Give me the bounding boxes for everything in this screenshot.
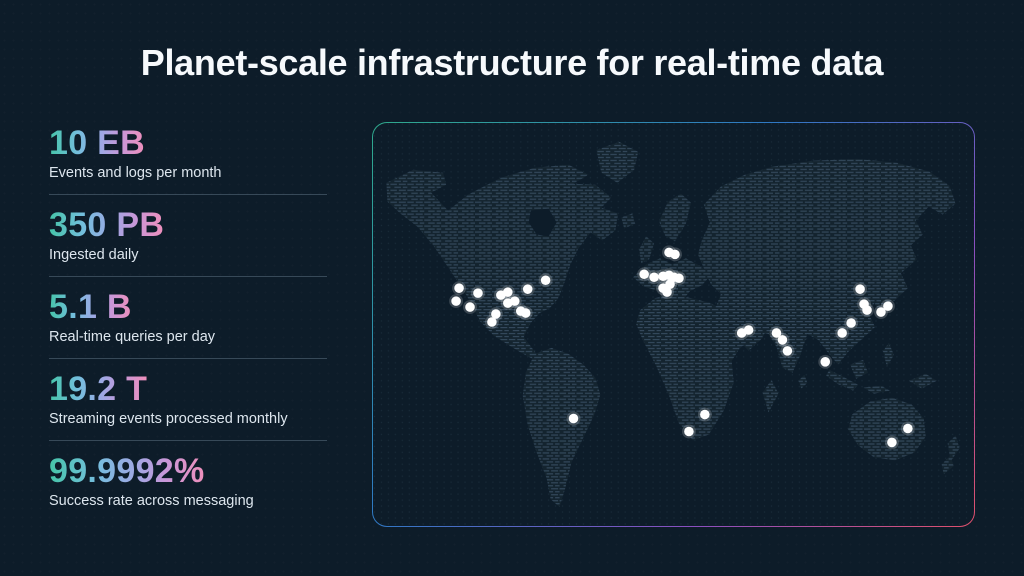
continent-south-america xyxy=(522,347,601,508)
continent-scandinavia xyxy=(659,193,691,242)
stats-panel: 10 EB Events and logs per month 350 PB I… xyxy=(49,124,327,511)
location-dot xyxy=(820,357,831,367)
island-iceland xyxy=(621,213,636,229)
divider xyxy=(49,440,327,441)
stat-item: 19.2 T Streaming events processed monthl… xyxy=(49,370,327,441)
stat-label: Ingested daily xyxy=(49,247,139,263)
location-dot xyxy=(540,275,551,285)
island-madagascar xyxy=(762,379,779,413)
location-dot xyxy=(846,318,856,328)
divider xyxy=(49,276,327,277)
continent-asia xyxy=(697,158,956,373)
stat-value: 19.2 T xyxy=(49,370,148,408)
island-sumatra xyxy=(826,369,859,391)
island-philippines xyxy=(882,342,894,367)
island-new-guinea xyxy=(908,373,937,389)
location-dot xyxy=(451,296,461,306)
stat-item: 5.1 B Real-time queries per day xyxy=(49,288,327,359)
island-borneo xyxy=(850,359,869,379)
location-dot xyxy=(674,273,684,284)
stat-label: Real-time queries per day xyxy=(49,329,216,345)
location-dot xyxy=(684,426,694,437)
location-dot xyxy=(700,409,710,420)
continent-north-america xyxy=(386,164,619,365)
divider xyxy=(49,194,327,195)
map-panel-inner xyxy=(373,123,974,526)
world-map xyxy=(373,123,974,526)
divider xyxy=(49,358,327,359)
stat-value: 10 EB xyxy=(49,124,145,162)
slide-title: Planet-scale infrastructure for real-tim… xyxy=(140,42,884,83)
location-dot xyxy=(887,437,897,448)
location-dot xyxy=(473,288,483,298)
island-uk xyxy=(639,236,655,264)
island-new-zealand-north xyxy=(947,435,960,462)
stat-item: 99.9992% Success rate across messaging xyxy=(49,452,327,511)
location-dots xyxy=(449,245,915,450)
continent-africa xyxy=(636,294,749,441)
location-dot xyxy=(670,249,680,260)
location-dot xyxy=(777,335,788,345)
location-dot xyxy=(649,272,659,283)
continent-greenland xyxy=(596,141,639,183)
island-japan xyxy=(875,276,898,314)
location-dot xyxy=(876,307,886,317)
location-dot xyxy=(454,283,464,293)
location-dot xyxy=(743,325,754,335)
hudson-bay-water xyxy=(528,208,557,237)
location-dot xyxy=(503,287,513,297)
location-dot xyxy=(903,423,913,434)
location-dot xyxy=(662,287,672,297)
location-dot xyxy=(883,301,893,311)
island-new-zealand-south xyxy=(941,455,954,475)
stat-value: 99.9992% xyxy=(49,452,205,490)
continent-australia xyxy=(848,397,926,461)
location-dot xyxy=(855,284,865,294)
location-dot xyxy=(487,317,497,327)
location-dot xyxy=(522,284,533,294)
location-dot xyxy=(510,296,520,306)
map-panel xyxy=(372,122,975,527)
location-dot xyxy=(782,346,793,356)
location-dot xyxy=(568,413,579,424)
island-java xyxy=(863,385,890,394)
stat-label: Events and logs per month xyxy=(49,165,222,181)
location-dot xyxy=(639,269,649,280)
stat-item: 10 EB Events and logs per month xyxy=(49,124,327,195)
stat-value: 5.1 B xyxy=(49,288,132,326)
location-dot xyxy=(520,308,531,318)
stat-label: Streaming events processed monthly xyxy=(49,411,288,427)
location-dot xyxy=(491,309,501,319)
location-dot xyxy=(837,328,847,338)
location-dot xyxy=(665,279,675,289)
location-dot xyxy=(771,328,782,338)
location-dot xyxy=(862,305,872,315)
stat-value: 350 PB xyxy=(49,206,165,244)
stat-label: Success rate across messaging xyxy=(49,493,254,509)
stat-item: 350 PB Ingested daily xyxy=(49,206,327,277)
location-dot xyxy=(465,302,475,312)
island-sri-lanka xyxy=(798,374,808,389)
